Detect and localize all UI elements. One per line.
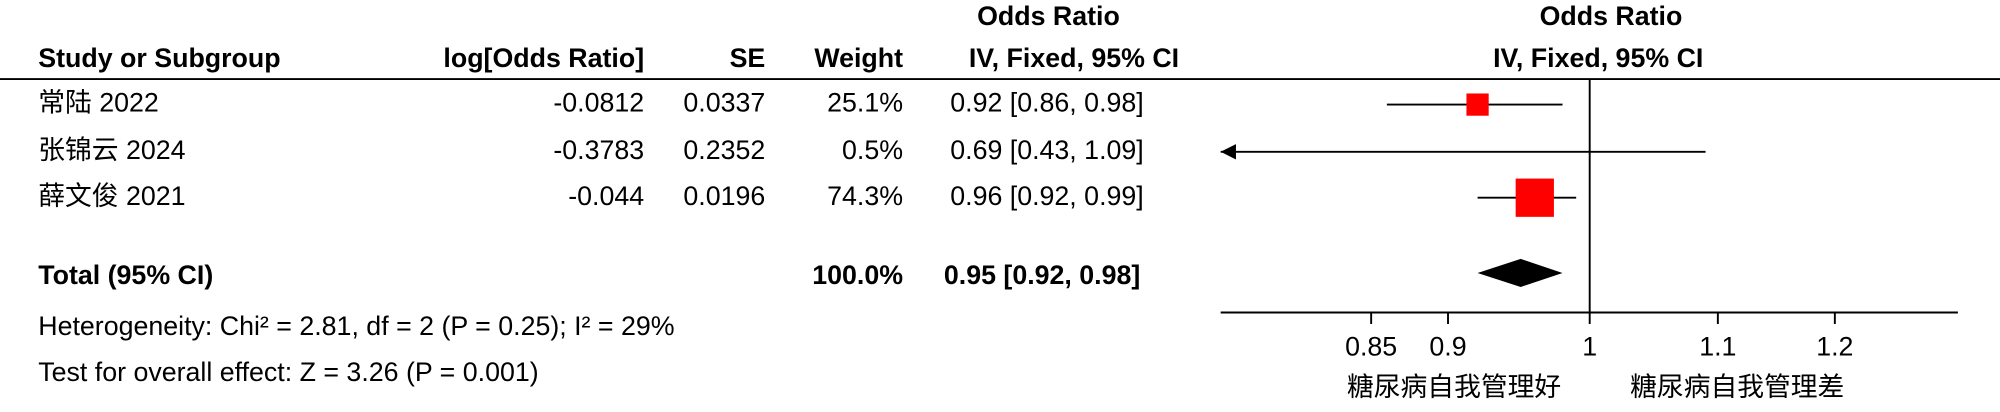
- total-ci: 0.95 [0.92, 0.98]: [944, 260, 1140, 290]
- column-header: Weight: [814, 43, 903, 73]
- or-ci: 0.92 [0.86, 0.98]: [950, 88, 1143, 118]
- x-tick-label: 0.9: [1429, 331, 1466, 361]
- log-or: -0.044: [568, 181, 644, 211]
- plot-header: IV, Fixed, 95% CI: [1493, 43, 1703, 73]
- weight: 0.5%: [842, 135, 903, 165]
- ci-arrow: [1220, 144, 1236, 160]
- heterogeneity: Heterogeneity: Chi² = 2.81, df = 2 (P = …: [38, 311, 674, 341]
- study-square: [1466, 93, 1489, 116]
- or-ci: 0.96 [0.92, 0.99]: [950, 181, 1143, 211]
- weight: 25.1%: [827, 88, 903, 118]
- se: 0.2352: [683, 135, 765, 165]
- weight: 74.3%: [827, 181, 903, 211]
- total-diamond: [1477, 258, 1563, 287]
- favours-left: 糖尿病自我管理好: [1347, 372, 1561, 402]
- x-tick-label: 1: [1582, 331, 1597, 361]
- column-header: IV, Fixed, 95% CI: [969, 43, 1179, 73]
- study-square: [1515, 178, 1554, 217]
- x-tick-label: 1.1: [1699, 331, 1736, 361]
- or-ci: 0.69 [0.43, 1.09]: [950, 135, 1143, 165]
- overall-effect: Test for overall effect: Z = 3.26 (P = 0…: [38, 357, 538, 387]
- study-name: 张锦云 2024: [38, 135, 185, 165]
- plot-header-top: Odds Ratio: [1540, 1, 1683, 31]
- study-name: 薛文俊 2021: [38, 181, 185, 211]
- column-header: SE: [730, 43, 766, 73]
- table-header-top: Odds Ratio: [977, 1, 1120, 31]
- x-tick-label: 1.2: [1816, 331, 1853, 361]
- se: 0.0196: [683, 181, 765, 211]
- total-weight: 100.0%: [812, 260, 903, 290]
- column-header: log[Odds Ratio]: [443, 43, 644, 73]
- study-name: 常陆 2022: [38, 88, 159, 118]
- log-or: -0.3783: [553, 135, 644, 165]
- total-label: Total (95% CI): [38, 260, 213, 290]
- column-header: Study or Subgroup: [38, 43, 280, 73]
- favours-right: 糖尿病自我管理差: [1630, 372, 1844, 402]
- log-or: -0.0812: [553, 88, 644, 118]
- x-tick-label: 0.85: [1345, 331, 1397, 361]
- se: 0.0337: [683, 88, 765, 118]
